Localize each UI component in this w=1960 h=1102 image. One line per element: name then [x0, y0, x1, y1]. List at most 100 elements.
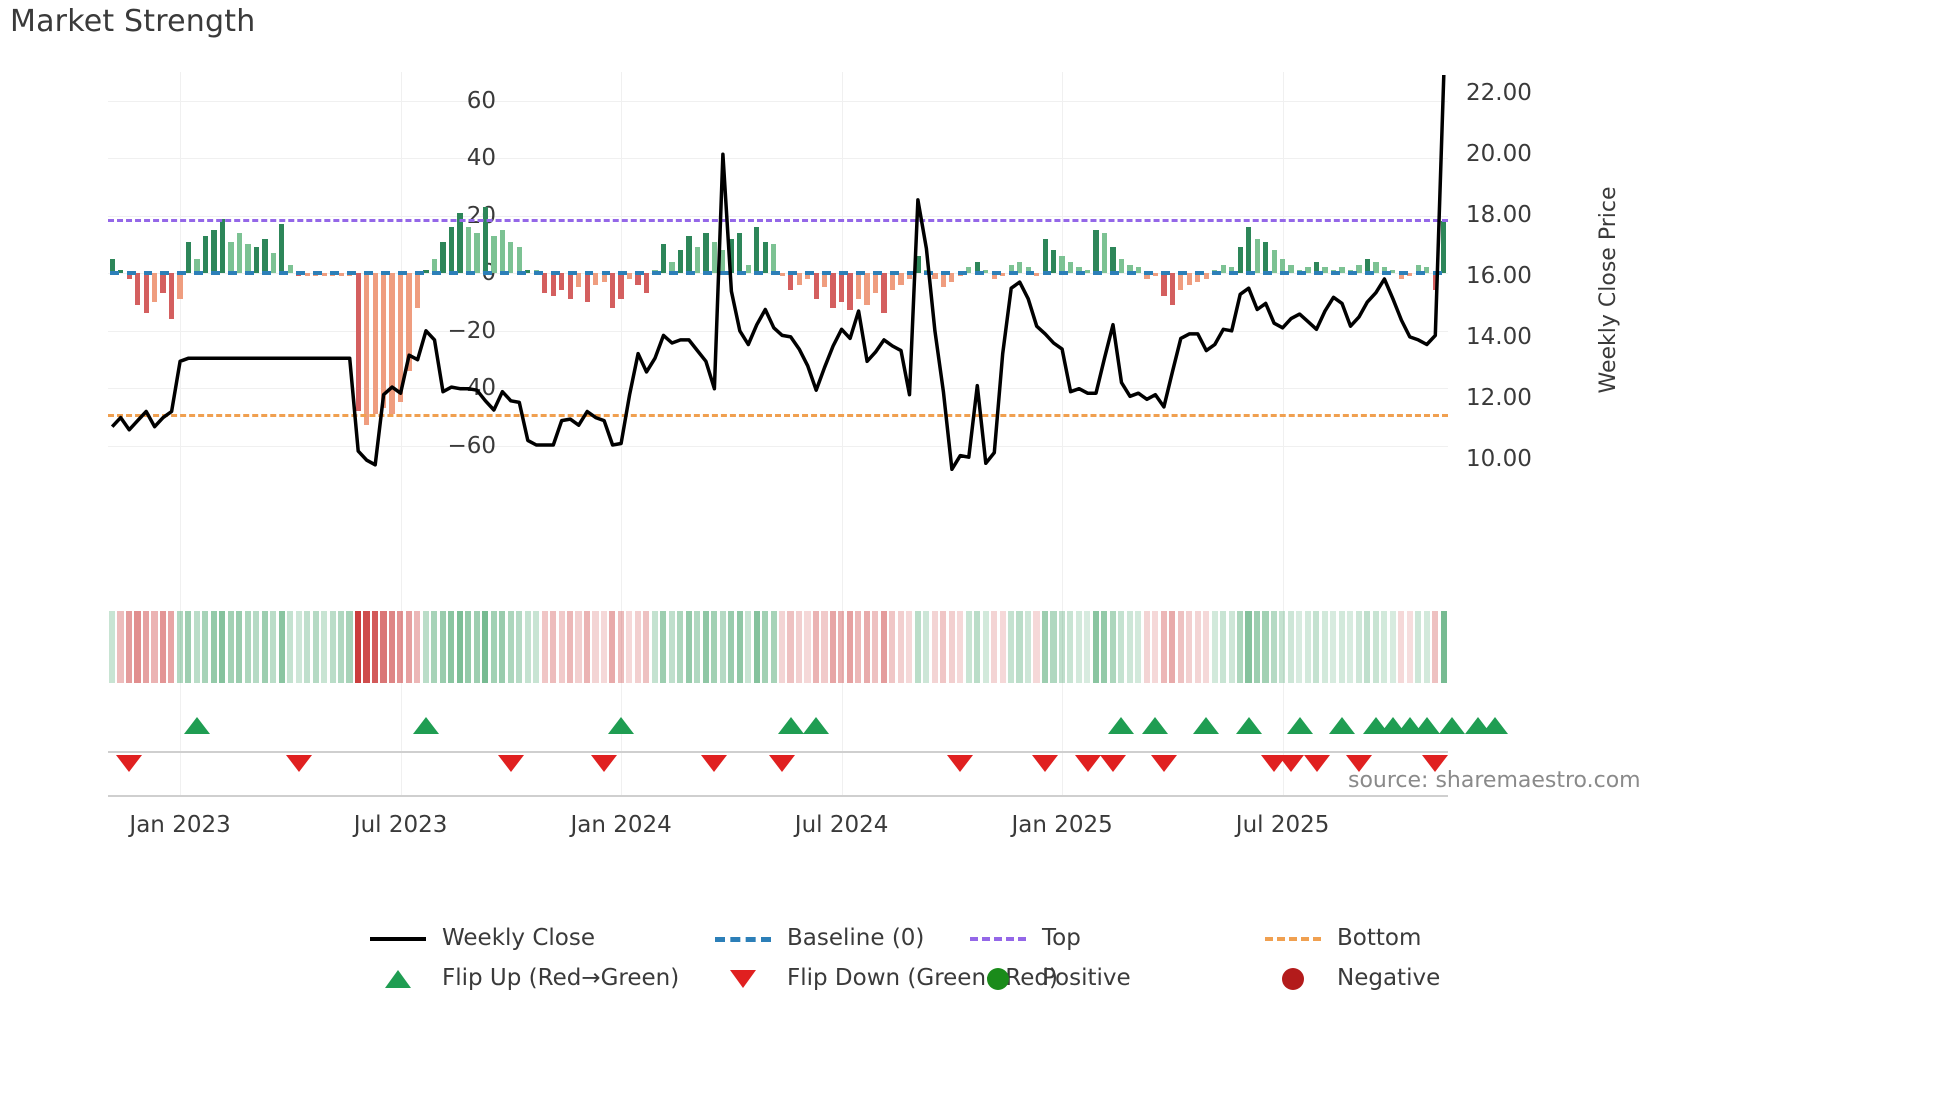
weekly-close-line [110, 74, 1446, 472]
baseline-segment [1398, 271, 1408, 276]
vertical-gridline [1062, 72, 1064, 795]
baseline-segment [550, 271, 560, 276]
strength-bar [465, 227, 472, 274]
baseline-segment [1330, 271, 1340, 276]
heatmap-cell [677, 611, 684, 683]
baseline-segment [601, 271, 611, 276]
left-tick-label: 60 [466, 87, 496, 114]
bottom-reference-line [108, 413, 1448, 417]
heatmap-cell [1084, 611, 1091, 683]
strength-bar [609, 273, 616, 308]
heatmap-cell [261, 611, 268, 683]
strength-bar [1067, 261, 1074, 274]
strength-bar [1356, 264, 1362, 274]
vertical-gridline [180, 72, 182, 795]
heatmap-cell [176, 611, 183, 683]
legend-item[interactable]: Baseline (0) [715, 925, 924, 951]
heatmap-cell [1338, 611, 1345, 683]
baseline-segment [1364, 271, 1374, 276]
heatmap-cell [473, 611, 480, 683]
strength-bar [822, 273, 828, 288]
baseline-segment [1229, 271, 1239, 276]
heatmap-cell [482, 611, 489, 683]
strength-bar [754, 227, 760, 274]
heatmap-cell [558, 611, 565, 683]
strength-bar [898, 273, 904, 285]
legend-item[interactable]: Top [970, 925, 1081, 951]
baseline-segment [906, 271, 916, 276]
heatmap-cell [354, 611, 362, 683]
strength-bar [1407, 273, 1413, 276]
page-title: Market Strength [10, 4, 256, 39]
flip-down-marker [1032, 755, 1059, 772]
heatmap-cell [1109, 611, 1116, 683]
vertical-gridline [841, 72, 843, 795]
strength-bar [1186, 273, 1192, 285]
baseline-segment [855, 271, 865, 276]
strength-bar [508, 241, 514, 274]
strength-bar [245, 244, 251, 274]
legend-item[interactable]: Bottom [1265, 925, 1421, 951]
flip-up-marker [1235, 717, 1262, 734]
heatmap-cell [1186, 611, 1193, 683]
heatmap-cell [804, 611, 811, 683]
heatmap-cell [736, 611, 743, 683]
heatmap-cell [414, 611, 421, 683]
strength-bar [516, 247, 522, 274]
strength-bar [1254, 238, 1260, 274]
triangle-up-green-icon [370, 967, 426, 989]
legend-item[interactable]: Weekly Close [370, 925, 595, 951]
baseline-segment [279, 271, 289, 276]
strength-bar [949, 273, 955, 282]
strength-bar [643, 273, 650, 294]
legend-item[interactable]: Positive [970, 965, 1131, 991]
x-tick-label: Jul 2023 [353, 812, 448, 838]
heatmap-cell [533, 611, 540, 683]
heatmap-cell [1398, 611, 1405, 683]
strength-bar [1398, 273, 1404, 279]
baseline-segment [1025, 271, 1035, 276]
heatmap-cell [490, 611, 497, 683]
strength-bar [194, 258, 200, 274]
heatmap-cell [1194, 611, 1201, 683]
legend-item[interactable]: Negative [1265, 965, 1440, 991]
strength-bar [1203, 273, 1209, 279]
strength-bar [550, 273, 556, 297]
strength-bar [1288, 264, 1294, 274]
legend-item[interactable]: Flip Up (Red→Green) [370, 965, 679, 991]
flip-down-marker [285, 755, 312, 772]
heatmap-cell [1364, 611, 1371, 683]
right-tick-label: 18.00 [1466, 202, 1532, 229]
strength-bar [576, 273, 582, 288]
strength-bar [703, 232, 709, 274]
baseline-segment [296, 271, 306, 276]
heatmap-cell [575, 611, 582, 683]
flip-down-marker [116, 755, 143, 772]
strength-bar [228, 241, 234, 274]
heatmap-cell [550, 611, 557, 683]
baseline-segment [567, 271, 577, 276]
baseline-segment [635, 271, 645, 276]
flip-marker-row [108, 693, 1508, 772]
heatmap-cell [795, 611, 803, 683]
right-tick-label: 12.00 [1466, 384, 1532, 411]
heatmap-cell [906, 611, 913, 683]
baseline-segment [330, 271, 340, 276]
baseline-segment [262, 271, 272, 276]
left-tick-label: −20 [447, 317, 496, 344]
strength-bar [1093, 230, 1099, 274]
heatmap-cell [651, 611, 658, 683]
heatmap-cell [439, 611, 446, 683]
dot-green-icon [970, 967, 1026, 990]
baseline-segment [1144, 271, 1154, 276]
heatmap-cell [134, 611, 141, 683]
heatmap-cell [948, 611, 955, 683]
strength-bar [482, 207, 489, 274]
heatmap-cell [1041, 611, 1049, 683]
heatmap-cell [846, 611, 853, 683]
heatmap-cell [711, 611, 718, 683]
flip-down-marker [1100, 755, 1126, 772]
strength-bar [1118, 258, 1125, 274]
legend-item[interactable]: Flip Down (Green→Red) [715, 965, 1058, 991]
legend-label: Baseline (0) [787, 925, 925, 951]
